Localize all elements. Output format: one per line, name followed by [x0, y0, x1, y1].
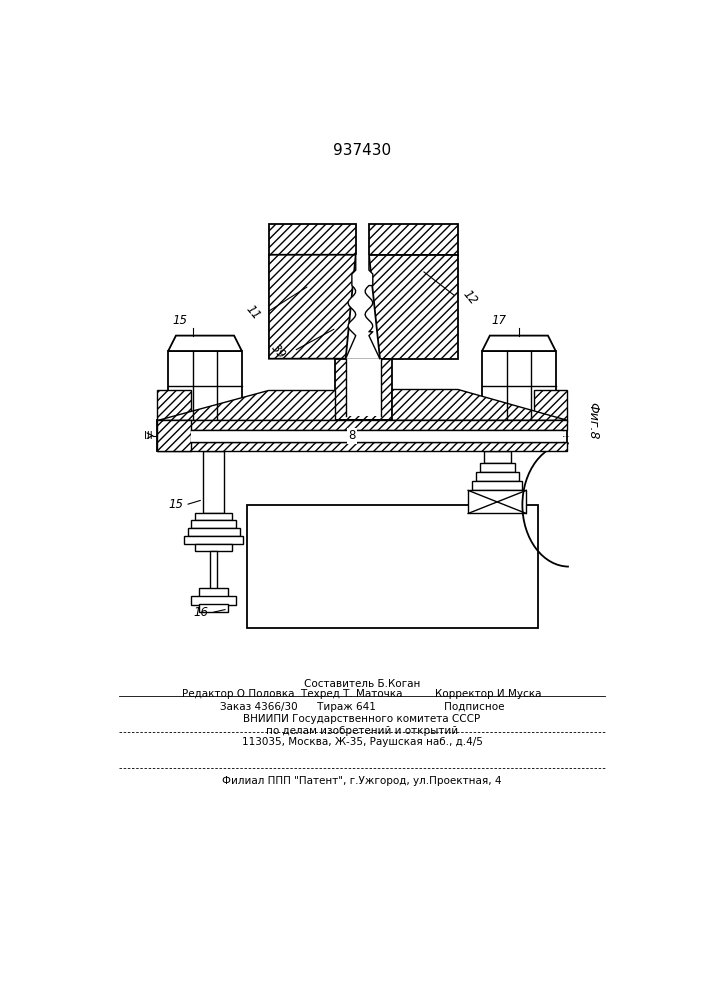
Text: 12: 12: [460, 287, 480, 307]
Text: 16: 16: [194, 606, 209, 619]
Bar: [187, 528, 240, 536]
Bar: [335, 359, 392, 420]
Polygon shape: [156, 389, 335, 420]
Polygon shape: [482, 336, 556, 351]
Text: Филиал ППП "Патент", г.Ужгород, ул.Проектная, 4: Филиал ППП "Патент", г.Ужгород, ул.Проек…: [222, 776, 502, 786]
Bar: [199, 604, 228, 612]
Bar: [192, 430, 563, 442]
Bar: [156, 420, 567, 451]
Polygon shape: [346, 255, 380, 359]
Bar: [195, 544, 232, 551]
Text: 937430: 937430: [333, 143, 391, 158]
Text: Фиг.8: Фиг.8: [587, 402, 600, 439]
Text: Составитель Б.Коган: Составитель Б.Коган: [304, 679, 420, 689]
Text: 8: 8: [348, 429, 356, 442]
Text: Редактор О.Половка  Техред Т. Маточка          Корректор И.Муска: Редактор О.Половка Техред Т. Маточка Кор…: [182, 689, 542, 699]
Bar: [156, 389, 192, 422]
Text: 17: 17: [491, 314, 507, 327]
Text: 39: 39: [269, 341, 288, 361]
Bar: [269, 224, 356, 255]
Polygon shape: [392, 389, 567, 420]
Bar: [192, 520, 235, 528]
Bar: [199, 588, 228, 597]
Bar: [480, 463, 515, 472]
Bar: [195, 513, 232, 520]
Text: Заказ 4366/30      Тираж 641                     Подписное: Заказ 4366/30 Тираж 641 Подписное: [220, 702, 504, 712]
Bar: [247, 505, 538, 628]
Bar: [184, 536, 243, 544]
Polygon shape: [168, 336, 242, 351]
Text: ВНИИПИ Государственного комитета СССР: ВНИИПИ Государственного комитета СССР: [243, 714, 481, 724]
Bar: [482, 351, 556, 420]
Bar: [156, 420, 567, 430]
Bar: [156, 420, 192, 451]
Bar: [369, 224, 458, 255]
Polygon shape: [369, 255, 458, 359]
Text: по делам изобретений и открытий: по делам изобретений и открытий: [266, 726, 458, 736]
Text: 11: 11: [243, 303, 263, 322]
Bar: [534, 389, 567, 422]
Bar: [203, 451, 224, 513]
Text: 15: 15: [173, 314, 187, 327]
Bar: [210, 551, 217, 590]
Bar: [346, 359, 381, 416]
Text: 113035, Москва, Ж-35, Раушская наб., д.4/5: 113035, Москва, Ж-35, Раушская наб., д.4…: [242, 737, 482, 747]
Bar: [168, 351, 242, 420]
Bar: [156, 442, 567, 451]
Bar: [468, 490, 526, 513]
Bar: [472, 481, 522, 490]
Text: III: III: [144, 431, 153, 441]
Bar: [192, 596, 235, 605]
Text: 15: 15: [168, 498, 183, 512]
Polygon shape: [269, 255, 356, 359]
Bar: [484, 451, 510, 463]
Bar: [476, 472, 518, 481]
